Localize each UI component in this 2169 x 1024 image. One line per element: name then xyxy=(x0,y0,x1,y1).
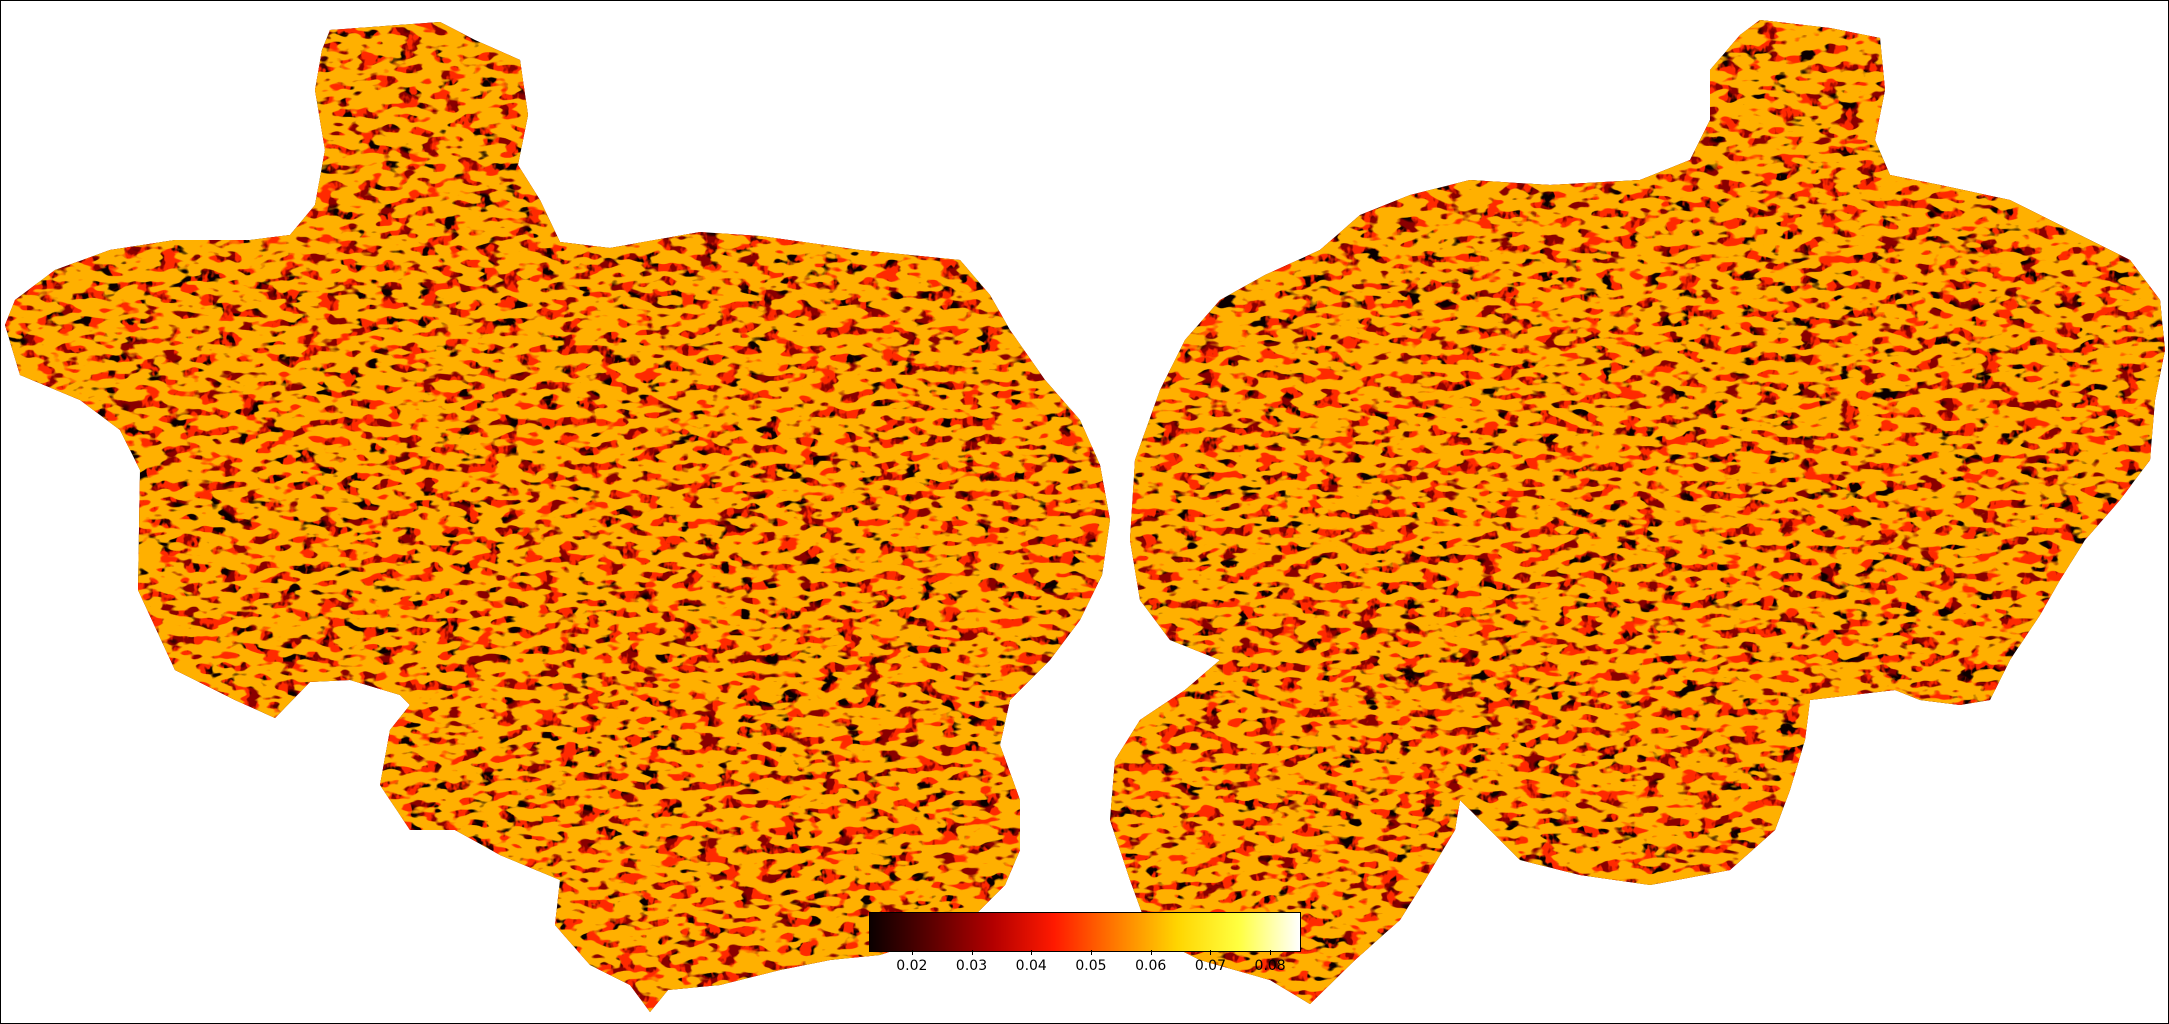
right-hemisphere-flatmap xyxy=(1110,20,2165,1004)
colorbar-tick-label: 0.08 xyxy=(1254,958,1286,974)
colorbar-tick-label: 0.07 xyxy=(1194,958,1226,974)
colorbar-tick xyxy=(1270,950,1272,955)
colorbar-tick xyxy=(1031,950,1033,955)
colorbar-tick xyxy=(1150,950,1152,955)
colorbar-tick xyxy=(1090,950,1092,955)
colorbar-tick-label: 0.03 xyxy=(955,958,988,974)
colorbar-gradient xyxy=(869,912,1301,952)
colorbar-tick-label: 0.04 xyxy=(1015,958,1047,974)
colorbar-tick-label: 0.02 xyxy=(896,958,928,974)
colorbar-tick xyxy=(971,950,973,955)
left-hemisphere-flatmap xyxy=(5,22,1110,1012)
colorbar-tick xyxy=(1210,950,1212,955)
colorbar-tick xyxy=(911,950,913,955)
colorbar-tick-label: 0.06 xyxy=(1135,958,1167,974)
colorbar-tick-label: 0.05 xyxy=(1075,958,1107,974)
colorbar: 0.02 0.03 0.04 0.05 0.06 0.07 0.08 xyxy=(869,912,1301,974)
